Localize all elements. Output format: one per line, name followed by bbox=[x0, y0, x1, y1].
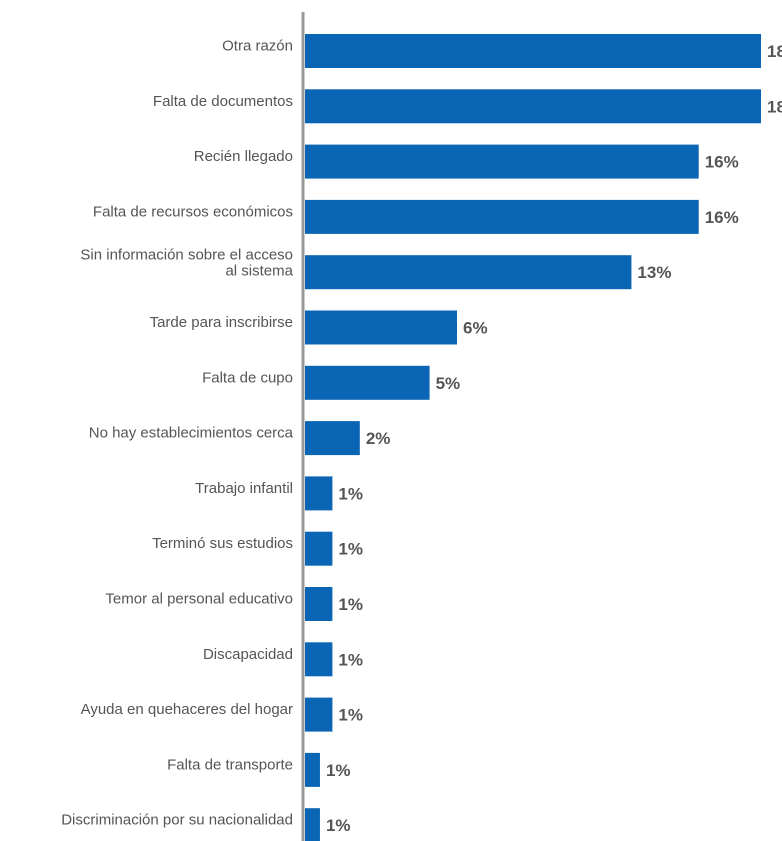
category-label: Discriminación por su nacionalidad bbox=[61, 812, 293, 829]
bar bbox=[305, 531, 333, 566]
value-label: 18% bbox=[767, 42, 782, 61]
category-label: No hay establecimientos cerca bbox=[89, 425, 294, 442]
bar bbox=[305, 421, 360, 456]
category-label: Falta de recursos económicos bbox=[93, 203, 293, 220]
bar bbox=[305, 642, 333, 677]
category-label: Ayuda en quehaceres del hogar bbox=[81, 701, 293, 718]
value-label: 1% bbox=[338, 650, 363, 669]
category-label: Discapacidad bbox=[203, 646, 293, 663]
value-label: 13% bbox=[637, 263, 671, 282]
category-labels: Otra razón Falta de documentos Recién lleg… bbox=[61, 38, 293, 829]
bar bbox=[305, 808, 320, 841]
category-label: Temor al personal educativo bbox=[105, 591, 293, 608]
category-label: Tarde para inscribirse bbox=[150, 314, 293, 331]
value-label: 6% bbox=[463, 319, 488, 338]
bar bbox=[305, 310, 457, 345]
category-label: Falta de cupo bbox=[202, 369, 293, 386]
value-labels: 18% 18% 16% 16% 13% 6% 5% 2% 1% 1% 1% 1% 1% 1% 1% bbox=[326, 42, 782, 835]
value-label: 16% bbox=[705, 153, 739, 172]
bar bbox=[305, 255, 632, 290]
category-label: Trabajo infantil bbox=[195, 480, 293, 497]
bar bbox=[305, 199, 699, 234]
bars bbox=[305, 34, 761, 841]
value-label: 1% bbox=[338, 706, 363, 725]
bar bbox=[305, 365, 430, 400]
category-label: Terminó sus estudios bbox=[152, 535, 293, 552]
bar bbox=[305, 476, 333, 511]
bar bbox=[305, 697, 333, 732]
category-label: Falta de documentos bbox=[153, 93, 293, 110]
value-label: 1% bbox=[338, 540, 363, 559]
category-label: Recién llegado bbox=[194, 148, 293, 165]
category-label: Otra razón bbox=[222, 38, 293, 55]
bar bbox=[305, 89, 761, 124]
category-label: Sin información sobre el acceso al sistem… bbox=[80, 247, 293, 280]
bar bbox=[305, 144, 699, 179]
value-label: 16% bbox=[705, 208, 739, 227]
category-label: Falta de transporte bbox=[167, 756, 293, 773]
value-label: 1% bbox=[326, 816, 351, 835]
value-label: 1% bbox=[338, 595, 363, 614]
value-label: 5% bbox=[436, 374, 461, 393]
bar bbox=[305, 34, 761, 68]
value-label: 1% bbox=[326, 761, 351, 780]
value-label: 2% bbox=[366, 429, 391, 448]
value-label: 18% bbox=[767, 97, 782, 116]
bar bbox=[305, 752, 320, 787]
bar bbox=[305, 587, 333, 621]
value-label: 1% bbox=[338, 484, 363, 503]
